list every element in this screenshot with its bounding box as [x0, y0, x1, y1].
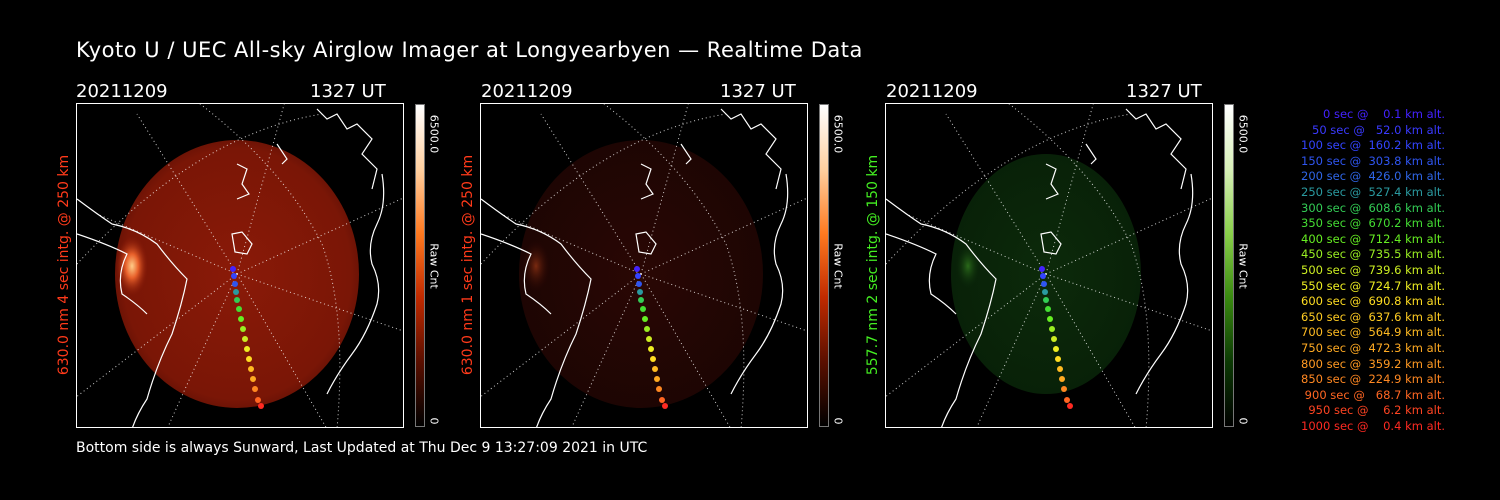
legend-row: 950 sec @ 6.2 km alt. — [1304, 403, 1445, 418]
coastline — [481, 108, 789, 427]
panel2-date: 20211209 — [481, 81, 573, 102]
panel1-colorbar — [415, 104, 425, 427]
legend-row: 100 sec @ 160.2 km alt. — [1297, 138, 1445, 153]
panel1-ylabel: 630.0 nm 4 sec intg. @ 250 km — [52, 104, 76, 426]
legend-row: 50 sec @ 52.0 km alt. — [1304, 122, 1445, 137]
legend-row: 150 sec @ 303.8 km alt. — [1297, 153, 1445, 168]
legend-row: 900 sec @ 68.7 km alt. — [1301, 387, 1445, 402]
legend-row: 250 sec @ 527.4 km alt. — [1297, 184, 1445, 199]
aurora-spot — [116, 236, 148, 296]
panel2-cbar-max: 6500.0 — [831, 114, 845, 154]
legend-row: 0 sec @ 0.1 km alt. — [1312, 107, 1445, 121]
panel3-image — [885, 103, 1213, 428]
page-title: Kyoto U / UEC All-sky Airglow Imager at … — [76, 38, 863, 62]
satellite-track — [634, 266, 668, 409]
legend-row: 800 sec @ 359.2 km alt. — [1297, 356, 1445, 371]
legend-row: 550 sec @ 724.7 km alt. — [1297, 278, 1445, 293]
panel2-colorbar — [819, 104, 829, 427]
legend-row: 450 sec @ 735.5 km alt. — [1297, 247, 1445, 262]
coastline — [77, 108, 385, 427]
aurora-spot — [956, 244, 980, 288]
panel3-cbar-max: 6500.0 — [1236, 114, 1250, 154]
panel2-cbar-min: 0 — [831, 417, 845, 425]
panel1-image — [76, 103, 404, 428]
panel3-cbar-min: 0 — [1236, 417, 1250, 425]
panel3-colorbar — [1224, 104, 1234, 427]
legend-row: 350 sec @ 670.2 km alt. — [1297, 216, 1445, 231]
panel1-cbar-unit: Raw Cnt — [427, 243, 441, 289]
panel2-map — [481, 104, 807, 427]
update-footer: Bottom side is always Sunward, Last Upda… — [76, 440, 648, 456]
legend-row: 650 sec @ 637.6 km alt. — [1297, 309, 1445, 324]
panel2-image — [480, 103, 808, 428]
panel3-cbar-unit: Raw Cnt — [1236, 243, 1250, 289]
legend-row: 850 sec @ 224.9 km alt. — [1297, 372, 1445, 387]
panel3-ylabel-text: 557.7 nm 2 sec intg. @ 150 km — [865, 154, 881, 376]
panel1-map — [77, 104, 403, 427]
legend-row: 200 sec @ 426.0 km alt. — [1297, 169, 1445, 184]
legend-row: 300 sec @ 608.6 km alt. — [1297, 200, 1445, 215]
legend-row: 700 sec @ 564.9 km alt. — [1297, 325, 1445, 340]
panel1-cbar-min: 0 — [427, 417, 441, 425]
panel3-date: 20211209 — [886, 81, 978, 102]
panel3-time: 1327 UT — [1126, 81, 1202, 102]
panel1-ylabel-text: 630.0 nm 4 sec intg. @ 250 km — [56, 154, 72, 376]
legend-row: 400 sec @ 712.4 km alt. — [1297, 231, 1445, 246]
panel3-map — [886, 104, 1212, 427]
panel1-time: 1327 UT — [310, 81, 386, 102]
satellite-time-altitude-legend: 0 sec @ 0.1 km alt. 50 sec @ 52.0 km alt… — [1250, 107, 1445, 434]
legend-row: 750 sec @ 472.3 km alt. — [1297, 340, 1445, 355]
panel2-ylabel-text: 630.0 nm 1 sec intg. @ 250 km — [460, 154, 476, 376]
coastline — [886, 108, 1194, 427]
panel2-time: 1327 UT — [720, 81, 796, 102]
panel1-cbar-max: 6500.0 — [427, 114, 441, 154]
satellite-track — [1039, 266, 1073, 409]
panel3-ylabel: 557.7 nm 2 sec intg. @ 150 km — [861, 104, 885, 426]
panel2-ylabel: 630.0 nm 1 sec intg. @ 250 km — [456, 104, 480, 426]
satellite-track — [230, 266, 264, 409]
legend-row: 500 sec @ 739.6 km alt. — [1297, 262, 1445, 277]
panel1-date: 20211209 — [76, 81, 168, 102]
panel2-cbar-unit: Raw Cnt — [831, 243, 845, 289]
legend-row: 600 sec @ 690.8 km alt. — [1297, 294, 1445, 309]
legend-row: 1000 sec @ 0.4 km alt. — [1301, 418, 1445, 433]
